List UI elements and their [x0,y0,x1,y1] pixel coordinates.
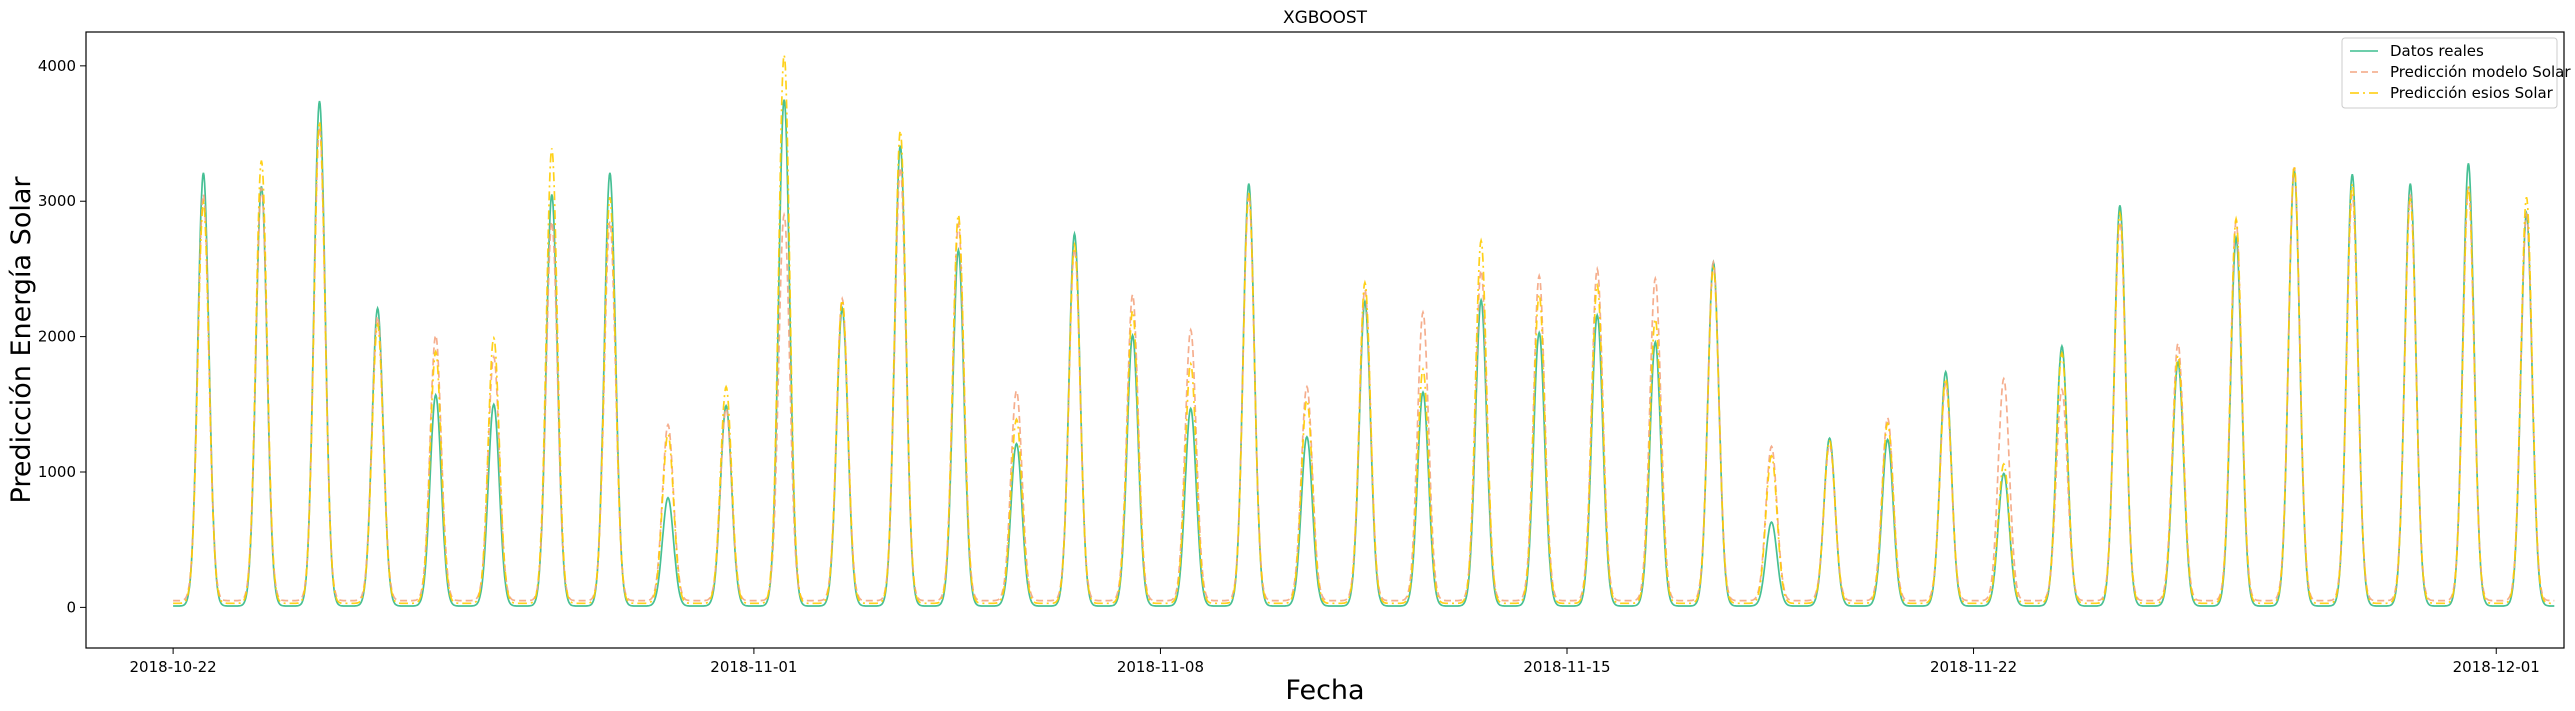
legend-label-modelo-solar: Predicción modelo Solar [2390,63,2571,81]
y-tick-label: 3000 [38,192,76,210]
y-tick-label: 0 [66,598,76,616]
x-axis: 2018-10-22 2018-11-01 2018-11-08 2018-11-15… [130,648,2540,676]
legend: Datos reales Predicción modelo Solar Pre… [2341,37,2571,109]
legend-label-esios-solar: Predicción esios Solar [2390,84,2554,102]
series-line-prediccion-modelo-solar [173,126,2555,602]
y-tick-label: 2000 [38,328,76,346]
y-tick-label: 1000 [38,463,76,481]
y-tick-label: 4000 [38,57,76,75]
x-tick-label: 2018-12-01 [2453,658,2540,676]
x-tick-label: 2018-11-01 [710,658,797,676]
x-tick-label: 2018-10-22 [130,658,217,676]
legend-label-datos-reales: Datos reales [2390,42,2484,60]
x-tick-label: 2018-11-08 [1117,658,1204,676]
x-tick-label: 2018-11-22 [1930,658,2017,676]
series-layer [173,54,2555,607]
y-axis-label: Predicción Energía Solar [6,176,37,504]
x-tick-label: 2018-11-15 [1523,658,1610,676]
y-axis: 0 1000 2000 3000 4000 [38,57,86,616]
legend-box [2341,37,2558,109]
x-axis-label: Fecha [1285,675,1364,706]
plot-frame [85,31,2565,649]
chart-title: XGBOOST [1283,8,1368,28]
